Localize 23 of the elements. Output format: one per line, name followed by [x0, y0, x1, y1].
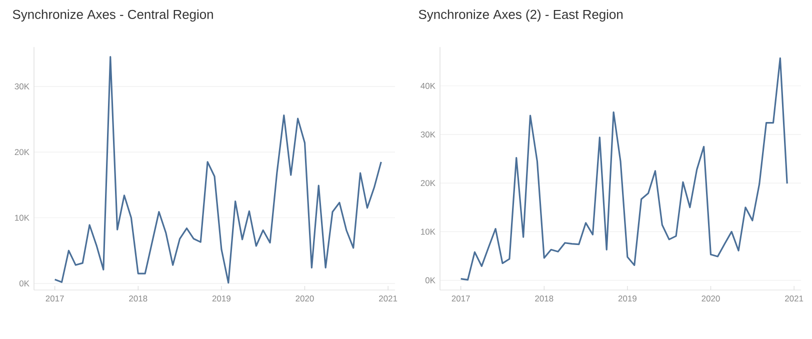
y-tick-label: 0K — [19, 280, 30, 286]
x-tick-label: 2020 — [702, 296, 720, 302]
x-tick-label: 2019 — [212, 296, 230, 302]
chart-title: Synchronize Axes - Central Region — [12, 9, 213, 22]
line-series — [460, 57, 788, 281]
y-tick-label: 20K — [420, 180, 436, 186]
x-tick-label: 2021 — [785, 296, 804, 302]
y-tick-label: 0K — [425, 277, 436, 284]
x-tick-label: 2020 — [296, 296, 314, 302]
x-tick-label: 2018 — [535, 296, 554, 302]
chart-title: Synchronize Axes (2) - East Region — [418, 9, 623, 22]
y-tick-label: 20K — [14, 149, 30, 156]
x-tick-label: 2017 — [46, 296, 64, 302]
x-tick-label: 2018 — [129, 296, 148, 302]
y-tick-label: 30K — [14, 83, 30, 90]
y-tick-label: 10K — [421, 228, 436, 235]
x-tick-label: 2017 — [452, 296, 470, 302]
line-series — [54, 56, 382, 284]
x-tick-label: 2019 — [618, 296, 636, 302]
y-tick-label: 30K — [420, 131, 436, 138]
x-tick-label: 2021 — [379, 296, 398, 302]
y-tick-label: 10K — [15, 214, 30, 221]
y-tick-label: 40K — [420, 82, 436, 89]
